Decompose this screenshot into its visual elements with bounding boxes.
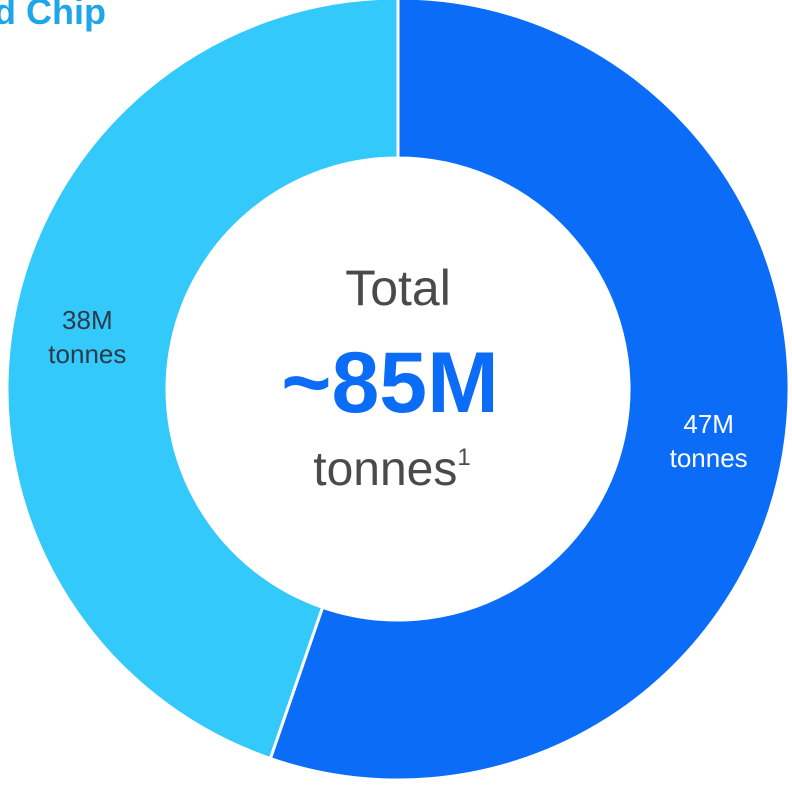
donut-slices bbox=[5, 0, 791, 782]
center-unit: tonnes bbox=[313, 443, 457, 496]
slice-label-2: 38M tonnes bbox=[48, 305, 126, 369]
slice-label-value: 47M bbox=[683, 409, 734, 439]
slice-labels: 47M tonnes 38M tonnes bbox=[48, 305, 747, 473]
slice-label-unit: tonnes bbox=[48, 339, 126, 369]
donut-center: Total ~85M tonnes1 bbox=[281, 260, 499, 496]
center-unit-line: tonnes1 bbox=[313, 443, 470, 496]
chart-title: d Chip bbox=[0, 0, 106, 32]
center-total-label: Total bbox=[345, 260, 451, 316]
center-total-value: ~85M bbox=[281, 335, 499, 431]
slice-label-unit: tonnes bbox=[670, 443, 748, 473]
donut-slice-1 bbox=[268, 0, 791, 782]
donut-slice-2 bbox=[5, 0, 400, 761]
footnote-marker: 1 bbox=[457, 444, 470, 471]
slice-label-value: 38M bbox=[62, 305, 113, 335]
slice-label-1: 47M tonnes bbox=[670, 409, 748, 473]
